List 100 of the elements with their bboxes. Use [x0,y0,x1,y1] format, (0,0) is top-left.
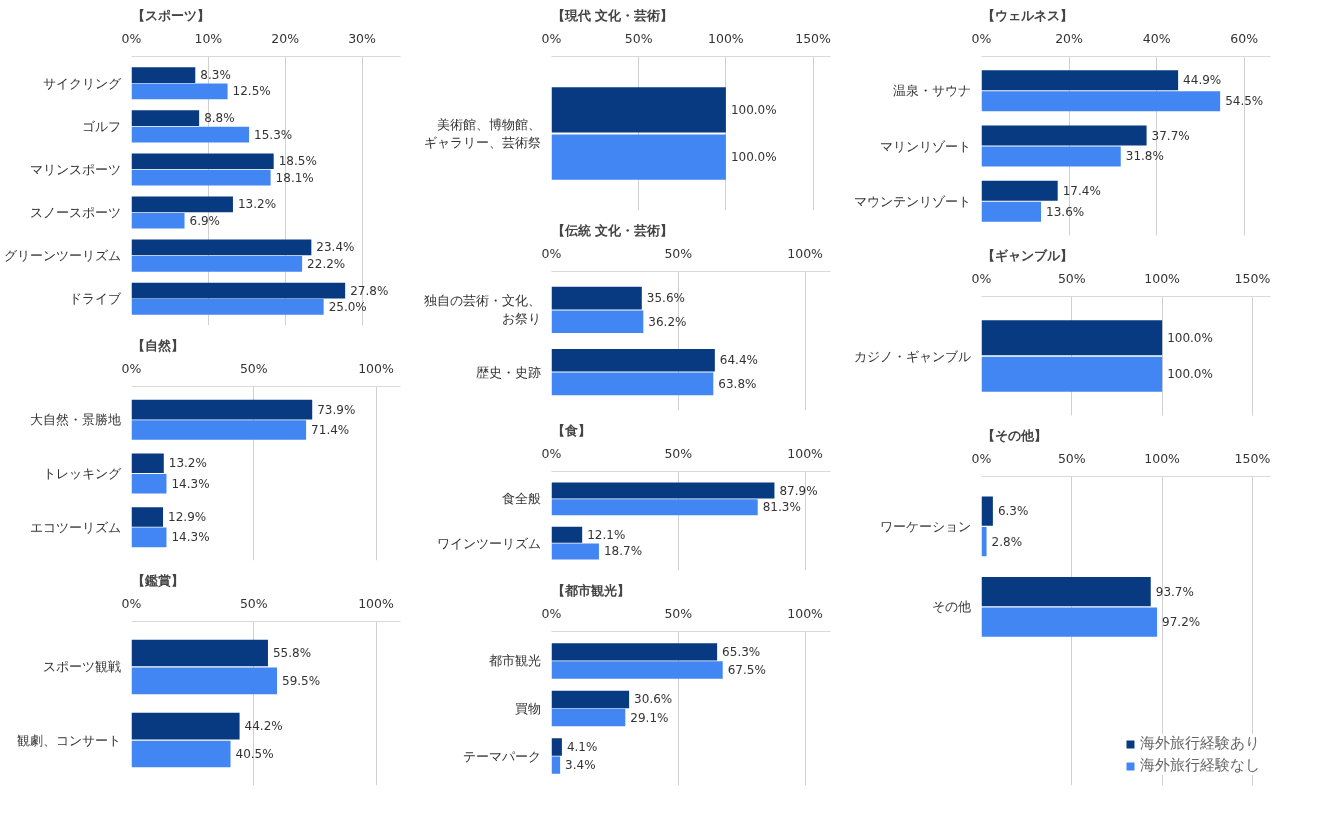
data-label: 35.6% [646,291,685,306]
x-tick-label: 50% [664,245,693,261]
data-label: 13.2% [168,456,207,471]
data-label: 13.6% [1046,204,1085,219]
y-tick-label: ワインツーリズム [436,535,541,551]
x-tick-label: 50% [239,360,268,376]
data-label: 29.1% [630,710,669,725]
bar [131,239,312,256]
x-tick-label: 100% [1144,270,1181,286]
x-tick-label: 0% [541,605,562,621]
chart-title: 【ギャンブル】 [981,247,1073,263]
x-tick-label: 0% [541,445,562,461]
chart-title: 【食】 [551,422,591,438]
data-label: 44.2% [244,719,283,734]
data-label: 93.7% [1155,584,1194,599]
data-label: 18.7% [603,544,643,559]
x-tick-label: 50% [624,30,653,46]
bar [551,310,644,334]
bar [981,91,1221,112]
y-tick-label: グリーンツーリズム [3,248,121,264]
data-label: 81.3% [762,500,801,515]
bar [551,643,718,661]
data-label: 87.9% [779,483,818,498]
x-tick-label: 150% [795,30,832,46]
data-label: 30.6% [634,692,673,707]
x-tick-label: 0% [121,30,142,46]
bar [981,496,993,526]
y-tick-label: 美術館、博物館、ギャラリー、芸術祭 [423,117,541,150]
x-tick-label: 40% [1142,30,1171,46]
bar [131,712,240,740]
x-tick-label: 0% [541,30,562,46]
y-tick-label: マリンスポーツ [29,161,121,177]
bar [551,708,626,727]
y-tick-label: スノースポーツ [29,205,121,221]
bar [551,738,562,756]
x-tick-label: 60% [1230,30,1259,46]
x-tick-label: 50% [1057,270,1086,286]
bar [551,543,599,560]
y-tick-label: 独自の芸術・文化、お祭り [423,293,541,327]
bar [131,639,268,667]
data-label: 100.0% [1167,330,1213,345]
y-tick-label: その他 [931,599,971,615]
x-tick-label: 30% [348,30,377,46]
x-tick-label: 100% [708,30,744,46]
x-tick-label: 100% [1144,450,1181,466]
bar [131,126,250,143]
bar [551,348,715,372]
x-tick-label: 0% [541,245,562,261]
data-label: 8.3% [200,68,231,83]
data-label: 59.5% [282,673,321,688]
x-tick-label: 0% [971,450,992,466]
bar [131,67,196,83]
data-label: 54.5% [1225,94,1264,109]
x-tick-label: 50% [1057,450,1086,466]
data-label: 6.9% [189,213,221,228]
y-tick-label: ドライブ [68,291,122,307]
data-label: 40.5% [235,747,274,762]
bar [981,576,1151,607]
x-tick-label: 100% [358,595,395,611]
x-tick-label: 100% [787,445,824,461]
data-label: 36.2% [648,314,687,329]
x-tick-label: 150% [1234,270,1271,286]
x-tick-label: 50% [239,595,268,611]
data-label: 37.7% [1151,128,1190,143]
chart-title: 【その他】 [981,427,1047,443]
chart-title: 【スポーツ】 [131,7,210,23]
bar [131,420,307,440]
data-label: 13.2% [237,197,277,212]
data-label: 97.2% [1162,615,1201,630]
x-tick-label: 50% [664,605,693,621]
data-label: 3.4% [565,758,596,773]
data-label: 17.4% [1062,183,1101,198]
chart-title: 【現代 文化・芸術】 [551,7,674,23]
data-label: 55.8% [272,645,312,660]
data-label: 23.4% [316,240,355,255]
y-tick-label: トレッキング [42,466,122,481]
data-label: 6.3% [997,504,1029,519]
x-tick-label: 150% [1234,450,1271,466]
legend-label: 海外旅行経験なし [1140,756,1260,775]
chart-title: 【伝統 文化・芸術】 [551,222,674,238]
bar [131,282,346,299]
data-label: 27.8% [350,283,389,298]
x-tick-label: 100% [358,360,395,376]
bar [131,399,313,420]
y-tick-label: カジノ・ギャンブル [853,348,971,364]
bar [131,83,228,100]
data-label: 4.1% [566,740,598,754]
data-label: 100.0% [1167,367,1213,382]
y-tick-label: 都市観光 [488,653,541,669]
y-tick-label: マウンテンリゾート [853,193,971,209]
y-tick-label: ワーケーション [879,518,971,534]
x-tick-label: 0% [971,30,992,46]
x-tick-label: 50% [664,445,693,461]
y-tick-label: ゴルフ [81,118,121,134]
bar [551,482,775,499]
data-label: 64.4% [719,353,758,368]
bar [551,756,561,774]
chart-title: 【鑑賞】 [131,572,184,588]
data-label: 65.3% [722,644,761,659]
data-label: 44.9% [1183,73,1222,88]
